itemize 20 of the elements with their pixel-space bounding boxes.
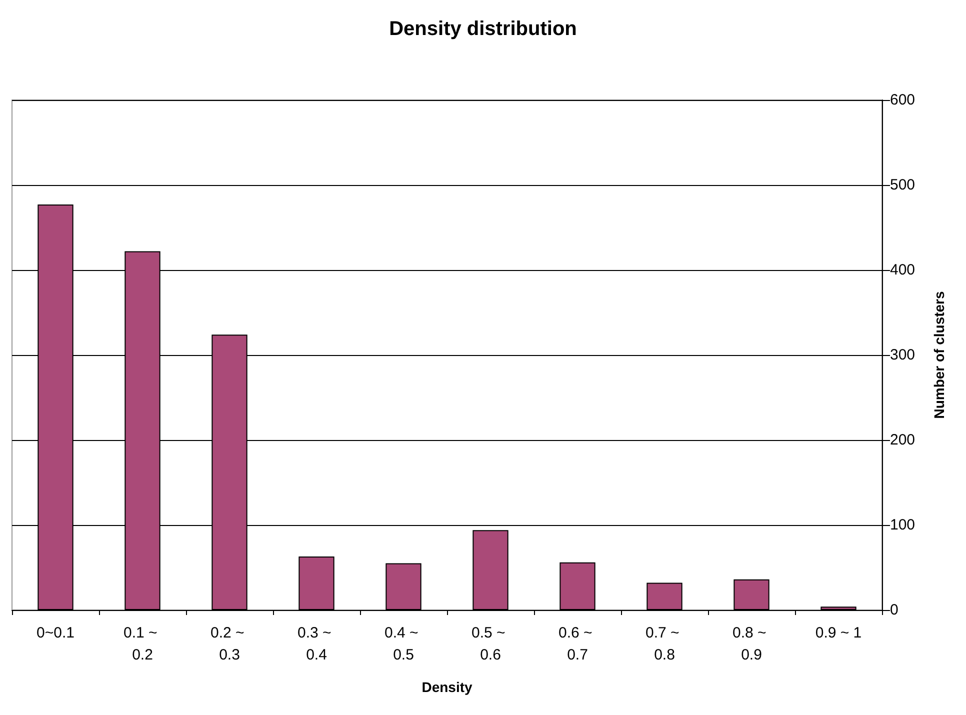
y-tick-label: 600 bbox=[890, 92, 916, 108]
x-tick-label: 0.9 ~ 1 bbox=[815, 624, 862, 642]
x-tick-label: 0.8 ~ 0.9 bbox=[732, 624, 770, 664]
x-tick-label: 0.2 ~ 0.3 bbox=[210, 624, 248, 664]
y-axis-title: Number of clusters bbox=[931, 290, 947, 419]
y-tick-label: 300 bbox=[890, 346, 916, 364]
y-tick-label: 500 bbox=[890, 176, 916, 194]
chart-title: Density distribution bbox=[389, 18, 577, 40]
x-tick-label: 0.1 ~ 0.2 bbox=[124, 624, 162, 664]
y-tick-label: 100 bbox=[890, 516, 916, 534]
y-tick-label: 0 bbox=[890, 602, 898, 618]
x-tick-label: 0~0.1 bbox=[36, 624, 74, 642]
x-tick-label: 0.6 ~ 0.7 bbox=[558, 624, 596, 664]
x-axis-title: Density bbox=[422, 679, 472, 695]
x-tick-label: 0.3 ~ 0.4 bbox=[298, 624, 336, 664]
x-tick-label: 0.4 ~ 0.5 bbox=[384, 624, 422, 664]
y-tick-label: 400 bbox=[890, 262, 916, 278]
x-tick-label: 0.5 ~ 0.6 bbox=[472, 624, 510, 664]
y-tick-label: 200 bbox=[890, 432, 916, 448]
x-tick-label: 0.7 ~ 0.8 bbox=[646, 624, 684, 664]
